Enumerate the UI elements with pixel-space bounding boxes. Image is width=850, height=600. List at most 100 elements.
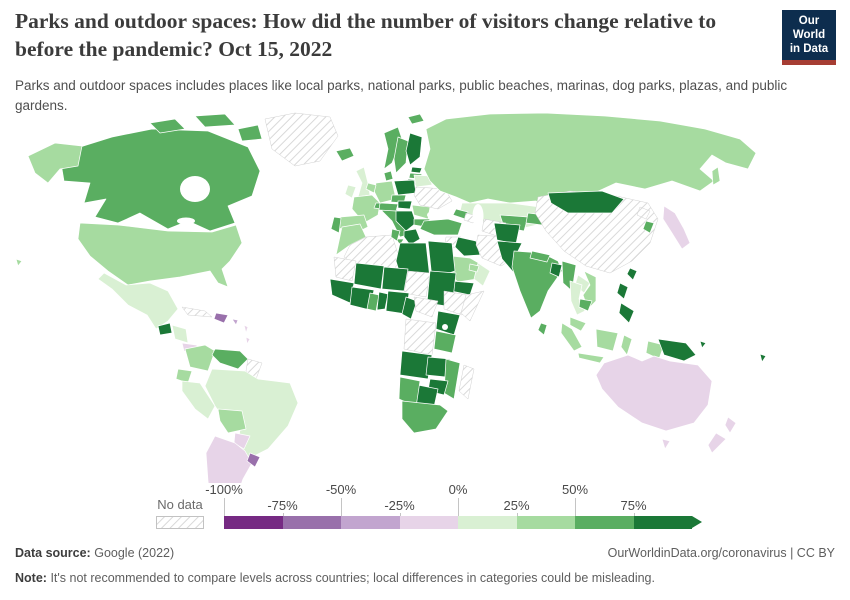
- country-indonesia-sumatra[interactable]: [560, 322, 583, 352]
- country-papua-new-guinea[interactable]: [657, 338, 697, 362]
- country-united-kingdom[interactable]: [355, 166, 371, 198]
- country-indonesia-java[interactable]: [577, 352, 605, 364]
- country-bolivia[interactable]: [217, 408, 247, 434]
- country-bangladesh[interactable]: [549, 262, 563, 278]
- country-mauritania[interactable]: [333, 256, 357, 282]
- country-angola[interactable]: [399, 350, 433, 380]
- legend-segment[interactable]: [458, 516, 517, 529]
- legend-segment[interactable]: [633, 516, 692, 529]
- country-austria[interactable]: [378, 202, 399, 212]
- country-south-korea[interactable]: [642, 220, 655, 234]
- country-argentina-chile[interactable]: [205, 435, 253, 483]
- map-legend: No data -100% -75% -50% -25% 0% 25% 50% 75%: [0, 482, 850, 535]
- citation-link[interactable]: OurWorldinData.org/coronavirus | CC BY: [607, 546, 835, 560]
- country-mali[interactable]: [353, 262, 385, 290]
- country-egypt[interactable]: [427, 240, 456, 280]
- country-honduras[interactable]: [171, 324, 189, 344]
- country-cameroon[interactable]: [401, 296, 418, 320]
- country-uruguay[interactable]: [246, 452, 261, 468]
- country-venezuela[interactable]: [211, 348, 249, 370]
- country-colombia[interactable]: [184, 344, 216, 372]
- country-cuba[interactable]: [181, 306, 213, 318]
- country-new-zealand-south[interactable]: [707, 432, 727, 454]
- country-denmark[interactable]: [383, 170, 394, 182]
- country-tanzania[interactable]: [433, 330, 457, 354]
- country-madagascar[interactable]: [458, 364, 475, 400]
- country-north-korea[interactable]: [636, 206, 651, 220]
- country-estonia[interactable]: [410, 166, 423, 174]
- legend-segment[interactable]: [224, 516, 283, 529]
- country-romania[interactable]: [411, 204, 431, 220]
- country-lesser-antilles-2[interactable]: [245, 336, 251, 345]
- country-south-africa[interactable]: [401, 400, 449, 434]
- country-greenland[interactable]: [264, 112, 339, 167]
- country-new-zealand-north[interactable]: [724, 416, 737, 434]
- legend-tick-line: [341, 498, 342, 516]
- legend-segment[interactable]: [575, 516, 634, 529]
- legend-segment[interactable]: [516, 516, 575, 529]
- country-uae[interactable]: [468, 263, 480, 273]
- country-united-states[interactable]: [77, 222, 243, 288]
- country-tunisia[interactable]: [390, 228, 401, 242]
- country-mongolia[interactable]: [547, 190, 625, 214]
- country-iraq[interactable]: [454, 236, 481, 257]
- country-philippines-south[interactable]: [618, 302, 635, 324]
- country-brazil[interactable]: [204, 368, 299, 460]
- country-philippines-luzon[interactable]: [616, 282, 629, 300]
- country-iceland[interactable]: [335, 147, 355, 162]
- legend-tick-label: -75%: [264, 498, 301, 513]
- country-nepal[interactable]: [529, 250, 551, 263]
- legend-tick-label: 25%: [500, 498, 533, 513]
- country-ghana[interactable]: [366, 292, 380, 312]
- country-greece[interactable]: [403, 228, 421, 246]
- country-benin-togo[interactable]: [376, 291, 389, 311]
- country-italy-sicily[interactable]: [395, 238, 405, 246]
- country-balkans[interactable]: [395, 210, 417, 232]
- country-alaska[interactable]: [27, 142, 83, 184]
- country-sweden[interactable]: [393, 136, 409, 174]
- country-lesser-antilles-1[interactable]: [243, 324, 249, 334]
- country-central-african-republic[interactable]: [413, 296, 439, 318]
- country-canada-arctic-3[interactable]: [237, 124, 263, 142]
- legend-segment[interactable]: [282, 516, 341, 529]
- country-portugal[interactable]: [330, 216, 342, 234]
- country-hungary-slovakia[interactable]: [397, 200, 413, 210]
- country-japan[interactable]: [662, 205, 691, 250]
- country-canada[interactable]: [61, 128, 261, 232]
- country-somalia[interactable]: [460, 290, 485, 322]
- country-chad[interactable]: [403, 270, 431, 298]
- country-sri-lanka[interactable]: [537, 322, 548, 336]
- country-niger[interactable]: [381, 266, 409, 292]
- country-canada-arctic-1[interactable]: [149, 118, 186, 134]
- country-mozambique[interactable]: [443, 358, 461, 400]
- country-peru[interactable]: [181, 380, 216, 420]
- country-turkey[interactable]: [419, 218, 463, 236]
- country-canada-arctic-2[interactable]: [194, 113, 236, 128]
- legend-segment[interactable]: [341, 516, 400, 529]
- country-dominican-republic[interactable]: [213, 312, 229, 324]
- country-poland[interactable]: [393, 179, 417, 196]
- country-norway[interactable]: [383, 126, 403, 170]
- country-indonesia-sulawesi[interactable]: [620, 334, 633, 356]
- country-belarus[interactable]: [413, 174, 433, 188]
- country-netherlands[interactable]: [365, 182, 377, 194]
- country-malaysia[interactable]: [569, 316, 587, 332]
- legend-segment[interactable]: [399, 516, 458, 529]
- country-ireland[interactable]: [344, 184, 357, 199]
- country-russia-sakhalin[interactable]: [711, 166, 721, 186]
- country-australia[interactable]: [595, 354, 713, 432]
- country-cambodia[interactable]: [578, 298, 593, 312]
- country-fiji[interactable]: [759, 353, 767, 363]
- country-taiwan[interactable]: [626, 267, 638, 281]
- country-puerto-rico[interactable]: [231, 318, 239, 326]
- country-india[interactable]: [511, 250, 563, 319]
- country-dr-congo[interactable]: [403, 318, 437, 356]
- country-svalbard[interactable]: [407, 113, 425, 125]
- country-guatemala[interactable]: [157, 322, 173, 336]
- country-finland[interactable]: [405, 132, 423, 166]
- country-tasmania[interactable]: [661, 438, 671, 450]
- legend-arrow: [692, 516, 702, 528]
- country-solomon-islands[interactable]: [699, 340, 707, 349]
- country-hawaii[interactable]: [15, 258, 23, 267]
- country-indonesia-borneo[interactable]: [595, 328, 619, 352]
